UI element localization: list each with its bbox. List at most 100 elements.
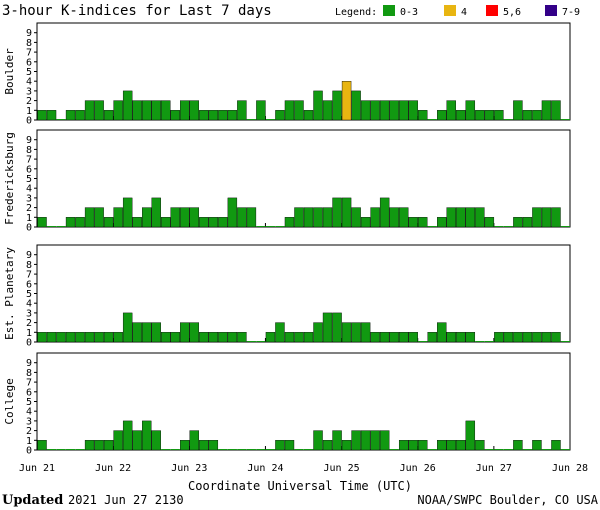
k-index-bar [37,332,47,343]
k-index-bar [170,207,180,228]
x-tick-label: Jun 27 [476,463,512,474]
k-index-bar [341,80,352,121]
y-tick-label: 9 [26,358,32,369]
k-index-bar [322,440,333,451]
y-tick-label: 0 [26,446,32,457]
k-index-bar [237,100,247,121]
k-index-bar [332,430,342,451]
k-index-bar [132,430,142,451]
k-index-bar [237,449,247,450]
k-index-bar [408,332,418,343]
k-index-bar [494,332,504,343]
k-index-bar [379,332,390,343]
k-index-bar [75,449,85,450]
k-index-bar [303,332,314,343]
k-index-bar [418,217,428,228]
k-index-bar [304,449,314,450]
k-index-bar [113,207,123,228]
k-index-bar [275,110,285,121]
k-index-bar [180,100,190,121]
legend-swatch [486,5,498,16]
y-tick-label: 1 [26,106,32,117]
k-index-bar [351,90,361,121]
k-index-bar [408,100,418,121]
k-index-bar [322,207,333,228]
k-index-bar [541,100,552,121]
k-index-bar [37,217,47,228]
y-tick-label: 5 [26,67,32,78]
k-index-bar [227,197,238,228]
k-index-bar [47,449,57,450]
k-index-bar [332,90,342,121]
k-index-bar [227,449,237,450]
k-index-bar [437,110,447,121]
k-index-bar [103,440,114,451]
k-index-bar [408,440,418,451]
k-index-bar [84,332,95,343]
k-index-bar [398,100,409,121]
k-index-bar [370,207,380,228]
k-index-bar [503,226,513,227]
k-index-bar [47,226,57,227]
k-index-bar [237,332,247,343]
k-index-bar [560,341,570,342]
y-tick-label: 2 [26,426,32,437]
k-index-bar [256,100,266,121]
legend-item-label: 4 [461,7,467,18]
k-index-bar [265,119,275,120]
k-index-bar [275,226,285,227]
k-index-bar [503,332,514,343]
k-index-bar [360,100,371,121]
y-tick-label: 6 [26,164,32,175]
k-index-bar [218,449,228,450]
k-index-bar [513,217,523,228]
y-tick-label: 8 [26,38,32,49]
k-index-bar [161,217,171,228]
y-tick-label: 1 [26,436,32,447]
k-index-bar [389,449,399,450]
k-index-bar [551,100,561,121]
k-index-bar [560,119,570,120]
y-tick-label: 0 [26,223,32,234]
k-index-bar [75,110,85,121]
k-index-bar [398,207,409,228]
k-index-bar [189,322,200,343]
k-index-bar [351,322,361,343]
k-index-bar [189,100,200,121]
k-index-bar [475,440,485,451]
k-index-bar [66,449,76,450]
k-index-bar [218,332,228,343]
k-index-bar [446,440,456,451]
k-index-bar [313,430,323,451]
k-index-bar [379,197,390,228]
k-index-bar [341,440,352,451]
k-index-bar [65,332,76,343]
k-index-bar [37,110,47,121]
k-index-bar [46,110,57,121]
k-index-bar [84,440,95,451]
k-index-bar [180,322,190,343]
x-axis-title: Coordinate Universal Time (UTC) [188,479,412,493]
k-index-bar [218,217,228,228]
y-tick-label: 9 [26,135,32,146]
k-index-bar [161,332,171,343]
y-tick-label: 8 [26,260,32,271]
k-index-bar [456,440,466,451]
k-index-bar [141,100,152,121]
k-index-bar [141,420,152,451]
k-index-bar [370,430,380,451]
y-tick-label: 3 [26,416,32,427]
k-index-bar [256,449,266,450]
y-tick-label: 8 [26,145,32,156]
k-index-bar [522,449,532,450]
k-index-bar [389,332,399,343]
k-index-bar [332,312,342,343]
k-index-bar [246,119,256,120]
k-index-bar [141,322,152,343]
k-index-bar [427,449,437,450]
legend-item-label: 0-3 [400,7,418,18]
footer-updated-value: 2021 Jun 27 2130 [68,493,184,507]
k-index-bar [522,217,533,228]
legend-swatch [383,5,395,16]
y-tick-label: 9 [26,28,32,39]
